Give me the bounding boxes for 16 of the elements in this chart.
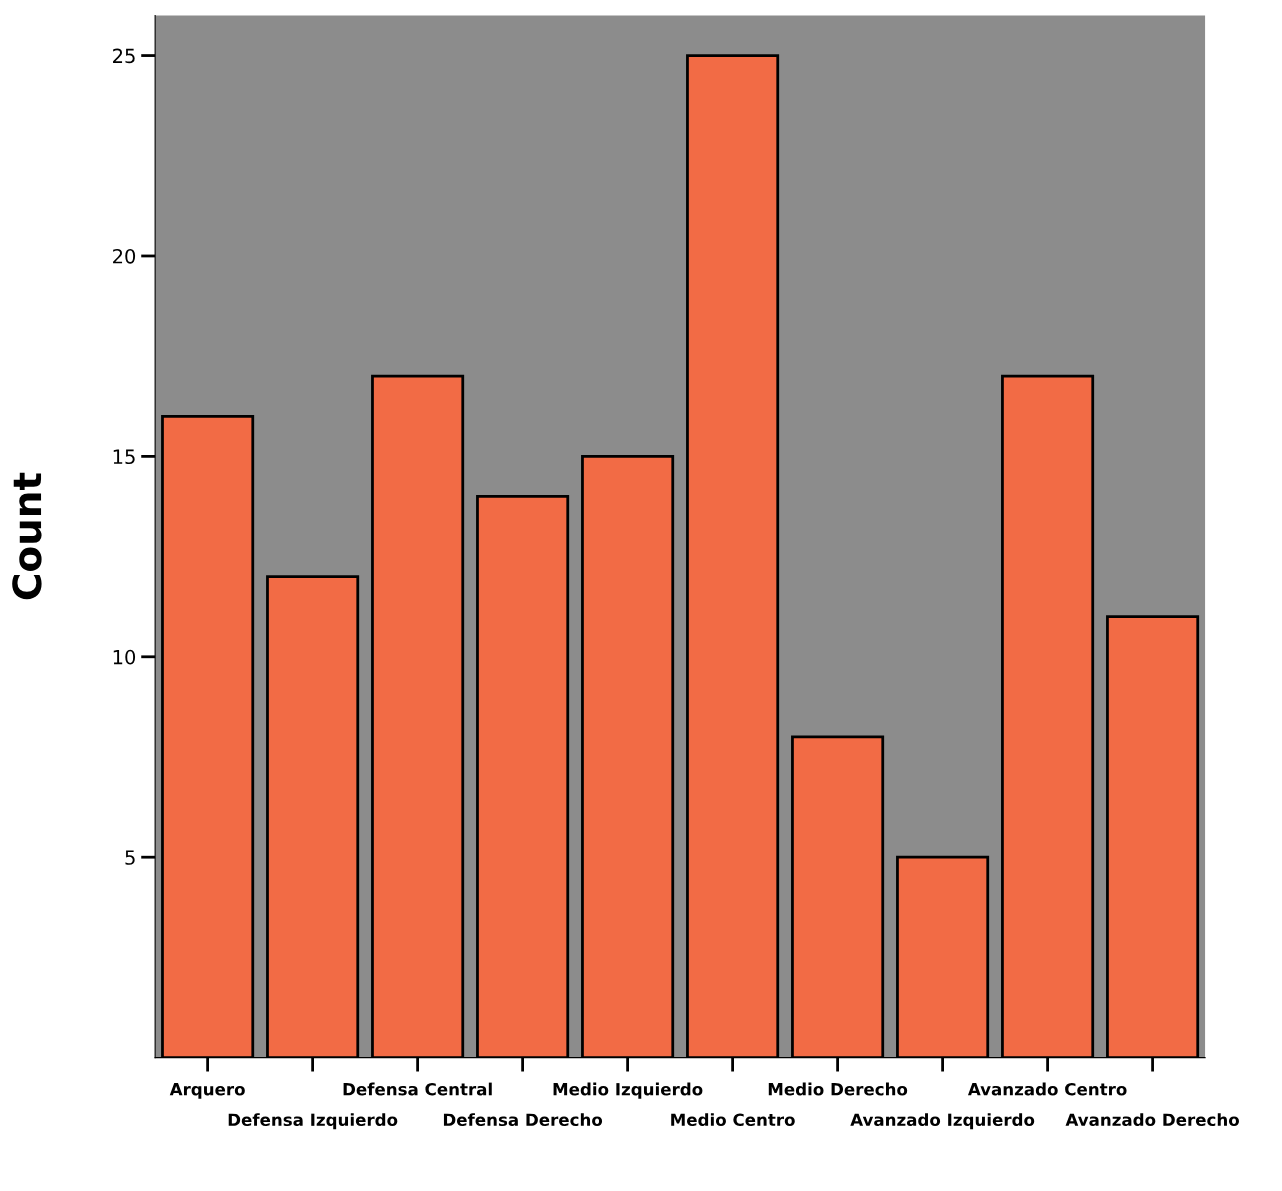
y-tick-label: 20 [113, 248, 136, 264]
x-tick-label: Defensa Derecho [443, 1113, 603, 1127]
y-tick-label: 25 [113, 48, 135, 64]
x-tick-label: Arquero [169, 1083, 245, 1099]
x-tick-label: Avanzado Centro [967, 1082, 1127, 1096]
y-tick-label: 5 [125, 850, 135, 865]
x-tick-label: Defensa Central [343, 1082, 492, 1096]
x-tick-label: Defensa Izquierdo [228, 1113, 398, 1130]
x-tick-label: Medio Centro [671, 1113, 795, 1127]
x-tick-label: Medio Derecho [768, 1082, 908, 1096]
x-tick-label: Avanzado Derecho [1065, 1113, 1239, 1127]
x-tick-label: Avanzado Izquierdo [850, 1113, 1035, 1130]
y-axis-title: Count [12, 472, 42, 600]
x-tick-label: Medio Izquierdo [553, 1082, 703, 1099]
y-tick-label: 15 [113, 449, 135, 465]
y-tick-label: 10 [113, 649, 136, 665]
